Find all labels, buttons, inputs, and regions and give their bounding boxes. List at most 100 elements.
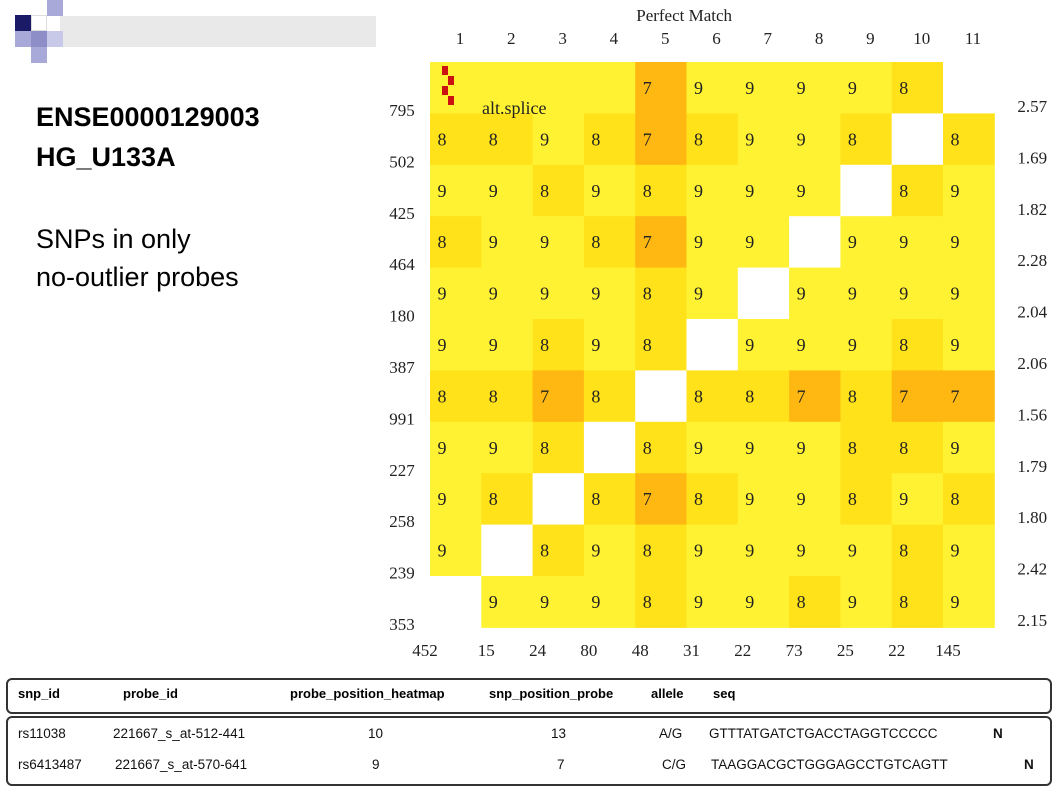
heatmap-cell (943, 421, 995, 474)
column-tick-label: 9 (866, 29, 875, 48)
cell-value: 9 (438, 438, 447, 458)
heatmap-cell (840, 216, 893, 269)
right-value-label: 2.57 (1017, 97, 1047, 116)
cell-value: 9 (797, 284, 806, 304)
heatmap-cell (840, 473, 893, 526)
cell-value: 8 (591, 489, 600, 509)
cell-seq: TAAGGACGCTGGGAGCCTGTCAGTT (711, 757, 948, 772)
heatmap-cell (840, 421, 893, 474)
row-tick-label: 502 (389, 152, 415, 171)
heatmap-cell (943, 524, 995, 577)
column-tick-label: 8 (815, 29, 824, 48)
heatmap-cell (943, 473, 995, 526)
cell-value: 9 (848, 541, 857, 561)
cell-value: 9 (694, 284, 703, 304)
cell-value: 8 (540, 438, 549, 458)
col-header-allele: allele (651, 686, 684, 701)
heatmap-cell (532, 421, 585, 474)
heatmap-cell (943, 370, 995, 423)
cell-value: 8 (899, 335, 908, 355)
heatmap-cell (789, 576, 841, 628)
column-tick-label: 10 (913, 29, 930, 48)
cell-value: 8 (438, 386, 447, 406)
bottom-value-label: 48 (632, 641, 649, 660)
cell-value: 7 (951, 386, 960, 406)
heatmap-cell (481, 216, 534, 269)
cell-value: 9 (438, 181, 447, 201)
column-tick-label: 5 (661, 29, 670, 48)
heatmap-cell (430, 576, 482, 628)
cell-value: 8 (591, 129, 600, 149)
heatmap-cell (430, 113, 482, 166)
heatmap-cell (532, 62, 585, 114)
heatmap-cell (583, 473, 636, 526)
cell-value: 8 (951, 489, 960, 509)
heatmap-cell (532, 113, 585, 166)
cell-value: 9 (951, 284, 960, 304)
heatmap-cell (481, 267, 534, 320)
cell-value: 9 (438, 541, 447, 561)
cell-value: 9 (694, 438, 703, 458)
cell-value: 9 (797, 335, 806, 355)
col-header-seq: seq (713, 686, 736, 701)
cell-value: 7 (643, 129, 652, 149)
cell-value: 9 (694, 232, 703, 252)
cell-value: 9 (951, 181, 960, 201)
heatmap-cell (583, 267, 636, 320)
cell-value: 9 (848, 592, 857, 612)
heatmap-cell (789, 370, 841, 423)
heatmap-cell (532, 524, 585, 577)
cell-value: 8 (694, 129, 703, 149)
cell-value: 9 (591, 181, 600, 201)
bottom-value-label: 22 (888, 641, 905, 660)
cell-value: 8 (694, 489, 703, 509)
cell-value: 8 (899, 78, 908, 98)
cell-value: 9 (797, 129, 806, 149)
row-tick-label: 425 (389, 204, 415, 223)
bottom-value-label: 452 (412, 641, 438, 660)
cell-value: 9 (694, 592, 703, 612)
heatmap-cell (943, 319, 995, 371)
row-tick-label: 258 (389, 512, 415, 531)
heatmap-cell (789, 113, 841, 166)
right-value-label: 1.69 (1017, 148, 1047, 167)
heatmap-cell (686, 473, 739, 526)
heatmap-cell (686, 576, 739, 628)
heatmap-cell (481, 473, 534, 526)
row-tick-label: 387 (389, 358, 415, 377)
bottom-value-label: 73 (786, 641, 803, 660)
heatmap-cell (635, 62, 687, 114)
cell-value: 7 (899, 386, 908, 406)
cell-value: 9 (438, 284, 447, 304)
cell-value: 8 (643, 541, 652, 561)
right-value-label: 2.42 (1017, 560, 1047, 579)
column-tick-label: 2 (507, 29, 516, 48)
cell-value: 9 (540, 592, 549, 612)
bottom-value-label: 31 (683, 641, 700, 660)
heatmap-cell (686, 421, 739, 474)
cell-value: 9 (951, 335, 960, 355)
cell-value: 9 (951, 438, 960, 458)
heatmap-cell (481, 370, 534, 423)
heatmap-cell (737, 473, 790, 526)
cell-value: 9 (489, 232, 498, 252)
bottom-value-label: 22 (734, 641, 751, 660)
cell-value: 9 (591, 592, 600, 612)
logo-square (15, 31, 31, 47)
note-line-2: no-outlier probes (36, 262, 239, 292)
right-value-label: 1.80 (1017, 508, 1047, 527)
cell-value: 9 (591, 541, 600, 561)
heatmap-cell (481, 62, 534, 114)
heatmap-cell (737, 216, 790, 269)
heatmap-cell (583, 113, 636, 166)
cell-value: 8 (489, 386, 498, 406)
heatmap-cell (532, 319, 585, 371)
heatmap-cell (686, 319, 739, 371)
cell-value: 9 (591, 284, 600, 304)
cell-value: 9 (899, 284, 908, 304)
logo-square (31, 47, 47, 63)
cell-value: 8 (643, 438, 652, 458)
chart-title: Perfect Match (636, 6, 732, 25)
cell-value: 9 (899, 489, 908, 509)
logo-square (31, 15, 47, 31)
